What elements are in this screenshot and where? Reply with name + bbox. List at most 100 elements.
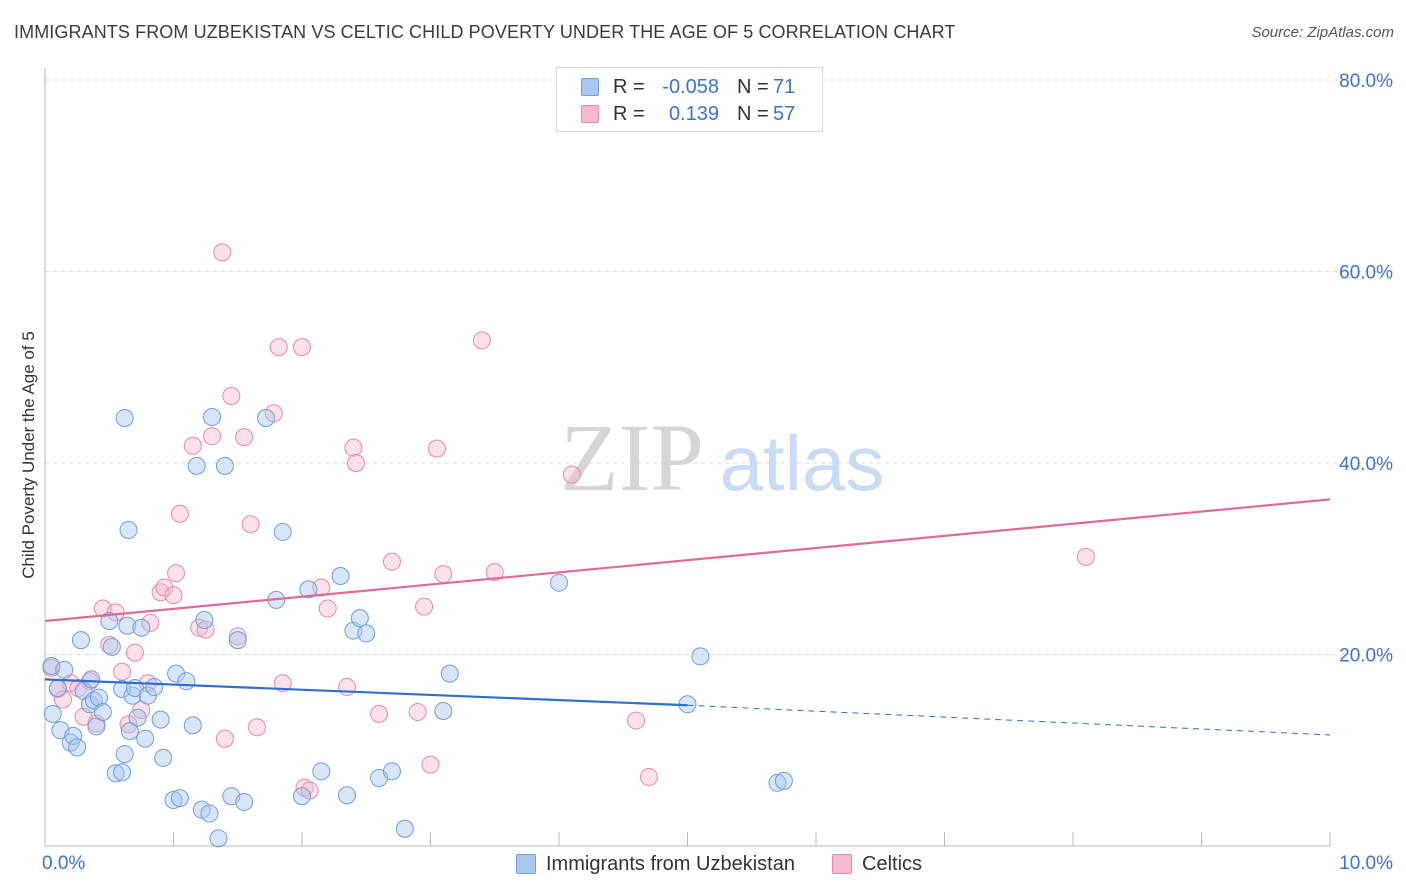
- legend-row-celtics: R = 0.139 N = 57: [581, 101, 795, 127]
- uzbekistan-point: [200, 804, 219, 823]
- source-label: Source: ZipAtlas.com: [1251, 24, 1394, 41]
- uzbekistan-point: [82, 670, 101, 689]
- legend-r-label: R =: [613, 102, 645, 125]
- celtics-point: [196, 620, 215, 639]
- celtics-point: [421, 755, 440, 774]
- uzbekistan-point: [164, 791, 183, 810]
- stats-legend: R = -0.058 N = 71 R = 0.139 N = 57: [556, 67, 823, 132]
- celtics-point: [337, 678, 356, 697]
- celtics-point: [293, 338, 311, 357]
- celtics-point: [273, 674, 292, 693]
- uzbekistan-point: [395, 819, 414, 838]
- legend-n-value: 71: [773, 75, 796, 98]
- uzbekistan-point: [48, 679, 67, 698]
- uzbekistan-point: [228, 631, 247, 650]
- celtics-point: [164, 586, 183, 605]
- celtics-point: [222, 386, 241, 405]
- uzbekistan-point: [55, 660, 74, 679]
- celtics-point: [213, 243, 232, 262]
- uzbekistan-point: [293, 787, 311, 806]
- celtics-point: [155, 578, 174, 597]
- tick-labels: 20.0% 40.0% 60.0% 80.0% 0.0% 10.0%: [42, 71, 1393, 874]
- bottom-legend-celtics: Celtics: [832, 850, 922, 878]
- uzbekistan-point: [203, 408, 222, 427]
- uzbekistan-point: [299, 580, 318, 599]
- legend-n-value: 57: [773, 102, 796, 125]
- watermark-atlas: atlas: [720, 419, 885, 507]
- uzbekistan-point: [136, 729, 155, 748]
- legend-swatch-blue: [581, 78, 599, 96]
- uzbekistan-point: [235, 792, 254, 811]
- uzbekistan-point: [115, 408, 134, 427]
- celtics-point: [69, 679, 88, 698]
- uzbekistan-point: [113, 763, 132, 782]
- uzbekistan-point: [195, 611, 214, 630]
- uzbekistan-point: [145, 678, 164, 697]
- uzbekistan-point: [100, 611, 119, 630]
- uzbekistan-points: [42, 408, 793, 848]
- uzbekistan-point: [115, 745, 134, 764]
- y-tick-label: 40.0%: [1339, 454, 1393, 475]
- uzbekistan-point: [331, 566, 350, 585]
- uzbekistan-point: [350, 609, 369, 628]
- celtics-point: [382, 552, 401, 571]
- celtics-point: [627, 711, 646, 730]
- celtics-point: [183, 436, 202, 455]
- bottom-legend-swatch-blue: [516, 854, 536, 874]
- uzbekistan-point: [154, 748, 173, 767]
- uzbekistan-point: [167, 664, 186, 683]
- legend-r-value: 0.139: [668, 102, 719, 125]
- uzbekistan-point: [774, 771, 793, 790]
- legend-n-label: N =: [737, 75, 769, 98]
- uzbekistan-point: [177, 672, 196, 691]
- uzbekistan-point: [273, 522, 292, 541]
- uzbekistan-point: [89, 688, 108, 707]
- uzbekistan-point: [119, 521, 138, 540]
- uzbekistan-point: [382, 762, 401, 781]
- uzbekistan-point: [93, 702, 112, 721]
- celtics-point: [215, 729, 234, 748]
- uzbekistan-point: [68, 738, 87, 757]
- celtics-point: [235, 428, 254, 447]
- axes: [44, 68, 1331, 847]
- uzbekistan-point: [151, 710, 170, 729]
- bottom-legend-label: Immigrants from Uzbekistan: [546, 852, 795, 875]
- uzbekistan-point: [128, 708, 147, 727]
- celtics-point: [228, 627, 247, 646]
- celtics-point: [241, 515, 260, 534]
- uzbekistan-point: [312, 762, 331, 781]
- uzbekistan-trend-line: [44, 678, 688, 707]
- y-axis-label: Child Poverty Under the Age of 5: [19, 331, 38, 579]
- celtics-trend-line: [44, 498, 1331, 623]
- celtics-point: [141, 613, 160, 632]
- y-tick-label: 20.0%: [1339, 646, 1393, 667]
- celtics-point: [167, 564, 186, 583]
- uzbekistan-point: [118, 616, 137, 635]
- y-tick-label: 80.0%: [1339, 71, 1393, 92]
- legend-row-uzbekistan: R = -0.058 N = 71: [581, 74, 795, 100]
- uzbekistan-point: [170, 789, 189, 808]
- uzbekistan-point: [106, 764, 125, 783]
- uzbekistan-point: [102, 637, 121, 656]
- celtics-point: [119, 715, 138, 734]
- legend-r-value: -0.058: [662, 75, 719, 98]
- uzbekistan-point: [257, 408, 276, 427]
- celtics-point: [248, 718, 267, 737]
- celtics-point: [125, 643, 144, 662]
- uzbekistan-point: [434, 701, 453, 720]
- celtics-point: [203, 427, 222, 446]
- celtics-point: [415, 597, 434, 616]
- uzbekistan-point: [357, 624, 376, 643]
- uzbekistan-point: [209, 829, 228, 848]
- legend-swatch-pink: [581, 105, 599, 123]
- uzbekistan-point: [768, 773, 787, 792]
- x-tick-label: 0.0%: [42, 853, 85, 874]
- grid-lines: [45, 79, 1395, 655]
- celtics-points: [42, 243, 1095, 800]
- celtics-point: [639, 768, 658, 787]
- celtics-point: [485, 563, 504, 582]
- celtics-point: [346, 454, 365, 472]
- celtics-point: [562, 465, 581, 484]
- uzbekistan-point: [113, 679, 132, 698]
